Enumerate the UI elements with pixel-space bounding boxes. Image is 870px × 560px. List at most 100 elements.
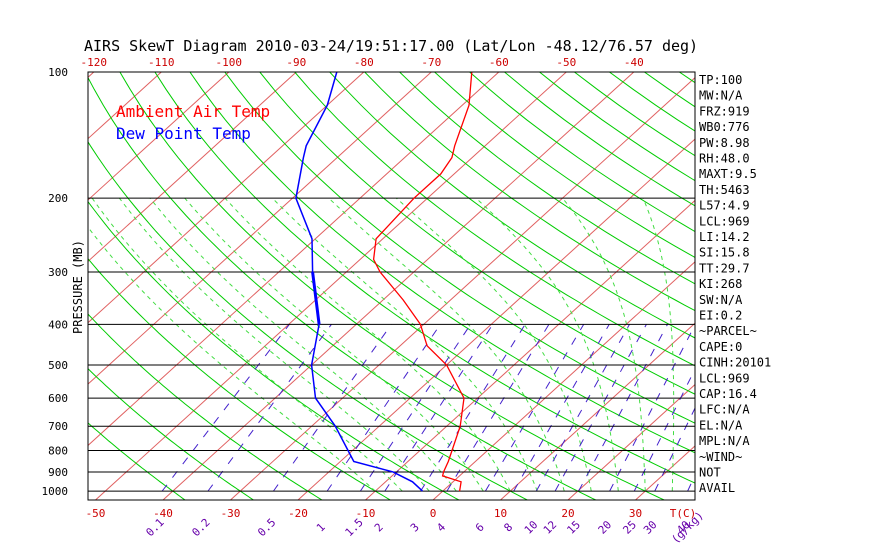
dry-adiabat-line: [154, 72, 695, 484]
index-entry: EL:N/A: [699, 418, 743, 432]
index-entry: AVAIL: [699, 481, 735, 495]
moist-adiabat-line: [475, 197, 619, 492]
top-temp-tick-label: -90: [286, 56, 306, 69]
mixing-ratio-line: [420, 324, 526, 492]
ambient-temp-line: [372, 72, 473, 492]
bottom-temp-tick-label: 30: [629, 507, 642, 520]
isotherm-line: [88, 72, 365, 324]
mixing-ratio-label: 3: [408, 521, 422, 535]
pressure-tick-label: 200: [48, 192, 68, 205]
bottom-temp-tick-label: -40: [153, 507, 173, 520]
bottom-temp-tick-label: 10: [494, 507, 507, 520]
chart-title: AIRS SkewT Diagram 2010-03-24/19:51:17.0…: [84, 37, 698, 55]
dry-adiabat-line: [819, 72, 870, 500]
index-entry: NOT: [699, 466, 721, 480]
isotherm-line: [88, 72, 432, 385]
dry-adiabat-line: [854, 72, 870, 500]
index-entry: LI:14.2: [699, 230, 750, 244]
isotherm-line: [500, 322, 695, 500]
isotherm-line: [88, 72, 230, 201]
index-entry: FRZ:919: [699, 104, 750, 118]
mixing-ratio-line: [326, 324, 441, 492]
top-temp-tick-label: -70: [421, 56, 441, 69]
mixing-ratio-line: [273, 324, 392, 492]
index-entry: TH:5463: [699, 183, 750, 197]
top-temp-tick-label: -110: [148, 56, 175, 69]
isotherm-line: [88, 72, 500, 447]
dry-adiabat-line: [189, 72, 695, 454]
index-entry: LFC:N/A: [699, 403, 750, 417]
mixing-ratio-line: [554, 324, 647, 492]
index-entry: SI:15.8: [699, 246, 750, 260]
dry-adiabat-line: [88, 367, 254, 500]
mixing-ratio-label: 1: [314, 521, 328, 535]
mixing-ratio-label: 8: [501, 521, 515, 535]
legend-ambient-label: Ambient Air Temp: [116, 102, 270, 121]
index-entry: LCL:969: [699, 371, 750, 385]
top-temp-tick-label: -40: [624, 56, 644, 69]
mixing-ratio-line: [384, 324, 494, 492]
pressure-tick-label: 300: [48, 266, 68, 279]
pressure-tick-label: 800: [48, 445, 68, 458]
index-entry: MPL:N/A: [699, 434, 750, 448]
isotherm-line: [771, 72, 870, 500]
mixing-ratio-line: [207, 324, 332, 492]
mixing-ratio-line: [609, 324, 695, 492]
mixing-ratio-label: 10: [522, 518, 541, 537]
mixing-ratio-label: 25: [620, 518, 639, 537]
mixing-ratio-label: 2: [372, 521, 386, 535]
mixing-ratio-line: [513, 324, 610, 492]
index-entry: RH:48.0: [699, 152, 750, 166]
isotherm-line: [95, 72, 567, 500]
plot-frame: [87, 71, 696, 501]
dry-adiabat-line: [119, 72, 665, 500]
top-temp-tick-label: -100: [216, 56, 243, 69]
mixing-ratio-label: 6: [473, 521, 487, 535]
bottom-temp-tick-label: -30: [221, 507, 241, 520]
bottom-temp-tick-label: 0: [430, 507, 437, 520]
index-entry: CAP:16.4: [699, 387, 757, 401]
index-entry: EI:0.2: [699, 309, 742, 323]
mixing-ratio-label: 4: [434, 520, 448, 534]
pressure-tick-label: 500: [48, 359, 68, 372]
pressure-tick-label: 900: [48, 466, 68, 479]
index-entry: CINH:20101: [699, 356, 771, 370]
pressure-tick-label: 700: [48, 420, 68, 433]
bottom-temp-tick-label: T(C): [670, 507, 697, 520]
dry-adiabat-line: [749, 72, 870, 500]
index-entry: MW:N/A: [699, 89, 743, 103]
moist-adiabat-line: [91, 197, 403, 492]
index-entry: LCL:969: [699, 214, 750, 228]
isotherm-line: [162, 72, 635, 500]
mixing-ratio-line: [535, 324, 630, 492]
top-temp-tick-label: -50: [556, 56, 576, 69]
mixing-ratio-label: 15: [564, 518, 583, 537]
index-entry: KI:268: [699, 277, 742, 291]
bottom-temp-tick-label: -10: [356, 507, 376, 520]
mixing-ratio-line: [578, 324, 668, 492]
isotherm-line: [0, 72, 26, 500]
isotherm-line: [297, 138, 695, 500]
dry-adiabat-line: [88, 422, 186, 500]
dry-adiabat-line: [88, 257, 391, 500]
dry-adiabat-line: [504, 72, 695, 207]
top-temp-tick-label: -120: [81, 56, 108, 69]
pressure-tick-label: 400: [48, 318, 68, 331]
moist-adiabat-line: [328, 197, 565, 492]
bottom-temp-tick-label: -50: [86, 507, 106, 520]
y-axis-label: PRESSURE (MB): [71, 240, 85, 334]
dry-adiabat-line: [88, 141, 528, 500]
legend-dewpoint-label: Dew Point Temp: [116, 124, 251, 143]
dry-adiabat-line: [88, 76, 597, 500]
dry-adiabat-line: [259, 72, 695, 395]
dry-adiabat-line: [434, 72, 695, 258]
index-entry: TT:29.7: [699, 261, 750, 275]
index-entry: MAXT:9.5: [699, 167, 757, 181]
bottom-temp-tick-label: -20: [288, 507, 308, 520]
pressure-tick-label: 100: [48, 66, 68, 79]
mixing-ratio-label: 12: [541, 518, 560, 537]
pressure-tick-label: 1000: [42, 485, 69, 498]
index-entry: SW:N/A: [699, 293, 743, 307]
index-entry: CAPE:0: [699, 340, 742, 354]
